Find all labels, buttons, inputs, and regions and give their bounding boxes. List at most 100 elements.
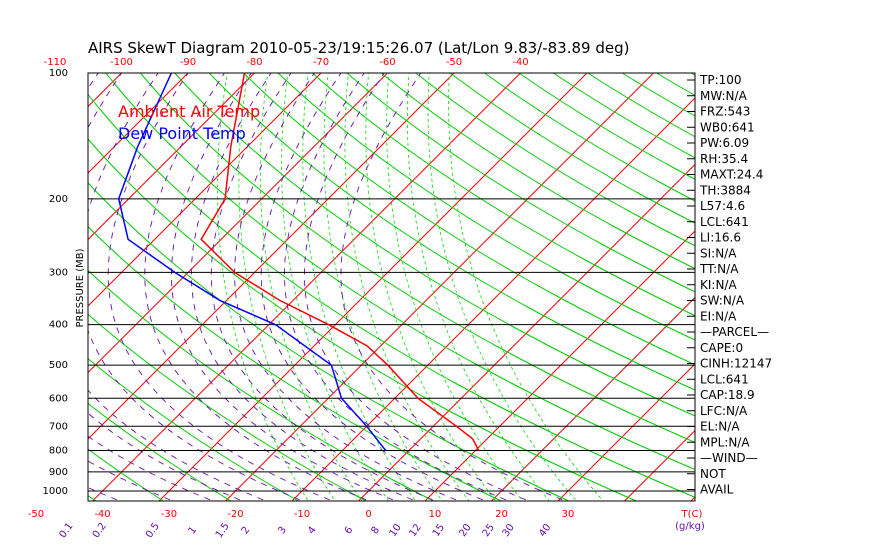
isotherm-line: [88, 73, 389, 374]
mixing-ratio-line: [340, 73, 567, 501]
mixing-ratio-tick-label: 0.1: [57, 521, 75, 540]
mixing-ratio-line: [88, 73, 245, 501]
moist-adiabat-line: [238, 73, 336, 501]
isotherm-line: [91, 73, 522, 501]
mixing-ratio-tick-label: 15: [431, 522, 447, 539]
top-temperature-tick-label: -60: [379, 57, 395, 68]
mixing-ratio-tick-label: 1.5: [214, 521, 232, 540]
dry-adiabat-line: [277, 73, 695, 341]
bottom-temperature-tick-label: 10: [429, 509, 442, 520]
side-index-label: MAXT:24.4: [700, 168, 763, 182]
moist-adiabat-line: [216, 73, 309, 501]
isotherm-line: [0, 71, 57, 503]
side-index-label: TP:100: [699, 73, 742, 87]
moist-adiabat-line: [386, 73, 524, 501]
moist-adiabat-line: [344, 73, 470, 501]
side-index-label: SI:N/A: [700, 246, 737, 260]
pressure-tick-label: 600: [49, 393, 68, 404]
side-index-label: —WIND—: [700, 451, 758, 465]
mixing-ratio-lines: [88, 73, 567, 501]
dry-adiabat-line: [242, 73, 695, 366]
isotherm-line: [557, 363, 695, 501]
moist-adiabat-line: [281, 73, 390, 501]
side-index-label: TT:N/A: [699, 262, 739, 276]
isotherm-line: [490, 296, 695, 501]
dry-adiabat-line: [380, 73, 695, 270]
moist-adiabat-line: [323, 73, 443, 501]
legend-entry: Ambient Air Temp: [118, 102, 260, 121]
pressure-tick-label: 500: [49, 360, 68, 371]
series-line: [200, 73, 480, 451]
bottom-temperature-tick-label: -10: [294, 509, 310, 520]
isotherm-line: [756, 71, 870, 503]
dry-adiabat-line: [208, 73, 695, 391]
mixing-ratio-tick-label: 0.2: [91, 521, 109, 540]
top-temperature-tick-label: -70: [313, 57, 329, 68]
top-temperature-tick-label: -110: [44, 57, 67, 68]
mixing-ratio-tick-label: 3: [276, 525, 289, 537]
mixing-ratio-line: [88, 73, 268, 501]
side-index-label: NOT: [700, 467, 726, 481]
mixing-ratio-tick-label: 6: [343, 525, 356, 537]
top-temperature-tick-label: -80: [246, 57, 262, 68]
bottom-temperature-tick-label: -40: [94, 509, 110, 520]
mixing-ratio-tick-label: 4: [306, 525, 319, 537]
side-index-label: LFC:N/A: [700, 404, 748, 418]
moist-adiabat-line: [365, 73, 497, 501]
mixing-ratio-line: [144, 73, 371, 501]
side-index-label: PW:6.09: [700, 136, 749, 150]
mixing-ratio-tick-label: 25: [481, 522, 497, 539]
mixing-ratio-tick-label: 1: [187, 525, 200, 537]
isotherm-line: [158, 73, 588, 501]
pressure-tick-label: 900: [49, 467, 68, 478]
mixing-ratio-tick-label: 2: [240, 525, 253, 537]
mixing-ratio-tick-label: 30: [501, 522, 517, 539]
mixing-ratio-line: [303, 73, 530, 501]
pressure-tick-label: 200: [49, 194, 68, 205]
side-index-label: LI:16.6: [700, 231, 741, 245]
moist-adiabat-line: [302, 73, 416, 501]
isotherm-line: [291, 97, 695, 501]
mixing-ratio-line: [170, 73, 397, 501]
dry-adiabat-line: [88, 225, 503, 501]
mixing-ratio-line: [88, 73, 304, 501]
moist-adiabat-line: [407, 73, 551, 501]
mixing-ratio-tick-label: 0.5: [144, 521, 162, 540]
side-index-label: EL:N/A: [700, 420, 740, 434]
pressure-tick-label: 700: [49, 421, 68, 432]
dry-adiabat-line: [174, 73, 695, 417]
side-index-label: CAPE:0: [700, 341, 743, 355]
side-index-label: LCL:641: [700, 372, 749, 386]
mixing-ratio-unit-label: (g/kg): [675, 521, 705, 532]
dry-adiabat-line: [449, 73, 695, 224]
dry-adiabat-line: [88, 182, 570, 501]
top-temperature-tick-label: -100: [110, 57, 133, 68]
mixing-ratio-line: [284, 73, 511, 501]
isotherm-line: [424, 230, 695, 501]
isotherm-line: [88, 73, 123, 108]
mixing-ratio-line: [260, 73, 487, 501]
chart-title: AIRS SkewT Diagram 2010-05-23/19:15:26.0…: [88, 39, 629, 57]
pressure-tick-labels: 100 200 300 400 500 600 700 800 900 1000: [43, 68, 68, 497]
dry-adiabat-line: [88, 402, 232, 501]
dry-adiabat-line: [0, 71, 31, 503]
side-index-label: MPL:N/A: [700, 435, 750, 449]
side-index-label: FRZ:543: [700, 105, 750, 119]
dry-adiabat-line: [311, 73, 695, 317]
bottom-temperature-tick-label: 20: [495, 509, 508, 520]
top-temperature-tick-labels: -120-110-100-90-80-70-60-50-40: [44, 57, 529, 68]
moist-adiabat-line: [259, 73, 363, 501]
isotherm-line: [88, 73, 455, 440]
dry-adiabat-line: [88, 313, 368, 501]
mixing-ratio-line: [107, 73, 334, 501]
mixing-ratio-tick-label: 20: [457, 522, 473, 539]
side-index-label: L57:4.6: [700, 199, 745, 213]
dry-adiabat-line: [88, 138, 638, 501]
dry-adiabat-line: [552, 73, 695, 159]
side-index-label: MW:N/A: [700, 89, 748, 103]
pressure-tick-label: 400: [49, 320, 68, 331]
top-temperature-tick-label: -40: [512, 57, 528, 68]
side-index-label: WB0:641: [700, 120, 755, 134]
series-line: [117, 73, 387, 451]
